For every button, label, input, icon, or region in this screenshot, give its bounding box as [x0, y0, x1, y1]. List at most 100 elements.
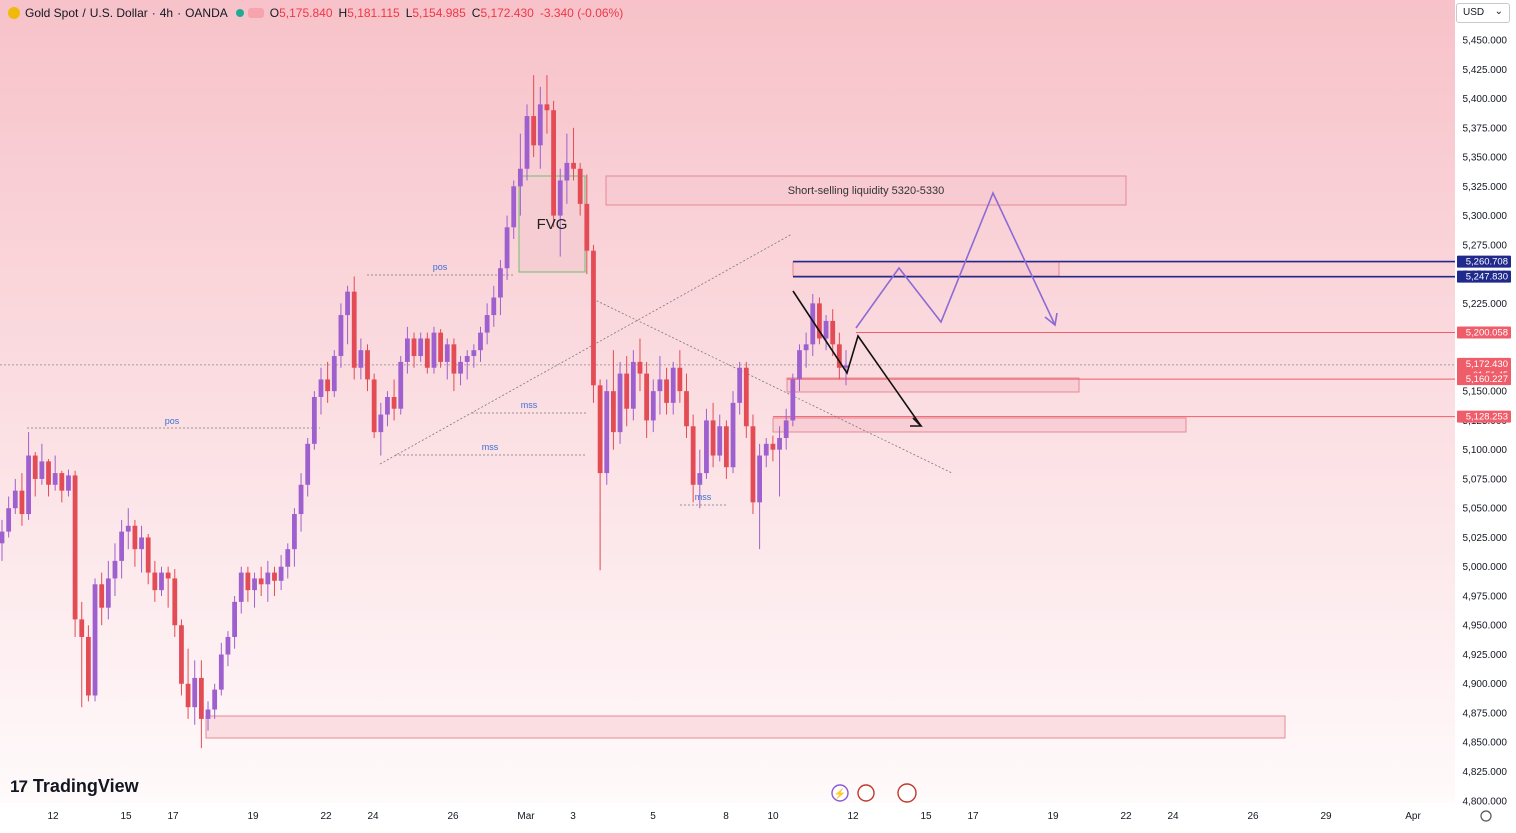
bullish-projection-path — [855, 190, 1056, 329]
y-tick-label: 4,950.000 — [1463, 621, 1508, 632]
candle-body — [737, 367, 743, 403]
candle-body — [232, 601, 237, 637]
x-tick-label: 3 — [570, 811, 576, 822]
candle-body — [810, 303, 816, 345]
price-tag — [1457, 410, 1511, 423]
candle-body — [670, 367, 676, 403]
candle-body — [365, 350, 370, 380]
y-tick-label: 5,150.000 — [1463, 387, 1508, 398]
candle-body — [704, 420, 709, 474]
ohlc-high: H5,181.115 — [338, 6, 400, 20]
x-tick-label: 24 — [367, 811, 379, 822]
candle-body — [105, 578, 111, 608]
candle-body — [544, 104, 550, 111]
price-tag — [1457, 255, 1511, 268]
flag-icon[interactable] — [247, 8, 264, 18]
candle-body — [72, 475, 78, 620]
settings-gear-icon — [1480, 810, 1492, 822]
x-tick-label: 26 — [1247, 811, 1259, 822]
ohlc-change: -3.340 (-0.06%) — [539, 6, 624, 20]
ohlc-open: O5,175.840 — [269, 6, 333, 20]
x-tick-label: 22 — [320, 811, 332, 822]
candle-body — [245, 572, 251, 591]
y-tick-label: 4,850.000 — [1463, 738, 1508, 749]
candle-body — [0, 531, 5, 544]
candle-body — [252, 578, 257, 591]
candle-body — [292, 514, 297, 550]
price-tag-text: 5,128.253 — [1466, 412, 1508, 423]
candle-body — [358, 350, 364, 368]
interval[interactable]: 4h — [159, 6, 174, 20]
candle-body — [99, 584, 105, 608]
candle-body — [491, 297, 497, 316]
candle-body — [777, 437, 782, 450]
x-tick-label: 12 — [47, 811, 59, 822]
y-tick-label: 5,275.000 — [1463, 240, 1508, 251]
y-tick-label: 4,875.000 — [1463, 708, 1508, 719]
candle-body — [504, 227, 510, 269]
symbol-name[interactable]: Gold Spot — [25, 6, 79, 20]
candle-body — [404, 338, 410, 362]
currency-label: USD — [1463, 7, 1485, 18]
candle-body — [730, 402, 736, 468]
candle-body — [371, 379, 377, 433]
chevron-down-icon: ⌄ — [1494, 6, 1503, 17]
candle-body — [311, 397, 317, 444]
candle-body — [444, 344, 450, 362]
candle-body — [637, 361, 643, 374]
x-tick-label: 5 — [650, 811, 656, 822]
candle-body — [464, 356, 470, 362]
tradingview-mark-icon: 17 — [10, 776, 28, 796]
y-tick-label: 5,450.000 — [1463, 36, 1508, 47]
candle-body — [179, 625, 184, 684]
y-tick-label: 4,925.000 — [1463, 650, 1508, 661]
candle-body — [119, 531, 125, 561]
candle-body — [836, 344, 842, 368]
candle-body — [478, 332, 483, 351]
y-tick-label: 5,225.000 — [1463, 299, 1508, 310]
candle-body — [551, 110, 556, 216]
y-tick-label: 4,825.000 — [1463, 767, 1508, 778]
candle-body — [218, 654, 224, 690]
candle-body — [398, 361, 404, 409]
x-tick-label: 10 — [767, 811, 779, 822]
candle-body — [438, 332, 444, 362]
time-axis-panel — [0, 803, 1455, 828]
candle-body — [192, 677, 198, 708]
candle-body — [185, 683, 191, 708]
y-tick-label: 5,100.000 — [1463, 445, 1508, 456]
candle-body — [19, 490, 25, 515]
x-tick-label: 12 — [847, 811, 859, 822]
candle-body — [577, 168, 583, 204]
y-tick-label: 5,000.000 — [1463, 562, 1508, 573]
candle-body — [690, 426, 696, 485]
candle-body — [843, 365, 849, 368]
support-zone-upper — [786, 377, 1080, 393]
candle-body — [677, 367, 683, 392]
candle-body — [198, 677, 204, 719]
candle-body — [46, 461, 51, 485]
candle-body — [571, 162, 576, 169]
candle-body — [139, 537, 144, 550]
candle-body — [351, 291, 357, 368]
candle-body — [717, 426, 723, 456]
candle-body — [331, 356, 337, 392]
candle-body — [32, 455, 38, 479]
y-tick-label: 5,325.000 — [1463, 182, 1508, 193]
candle-body — [484, 315, 490, 333]
pos-label: pos — [433, 262, 448, 272]
candle-body — [471, 350, 477, 357]
tradingview-logo[interactable]: 17 TradingView — [10, 776, 139, 797]
candle-body — [424, 338, 430, 368]
candle-body — [238, 572, 244, 602]
demand-zone — [205, 715, 1286, 739]
candle-body — [159, 572, 164, 591]
us-flag-icon — [857, 784, 875, 802]
currency-select[interactable]: USD ⌄ — [1456, 3, 1510, 23]
candle-body — [617, 373, 623, 433]
x-tick-label: 19 — [1047, 811, 1059, 822]
candle-body — [172, 578, 178, 626]
mss-label: mss — [695, 492, 712, 502]
candle-body — [92, 584, 98, 696]
